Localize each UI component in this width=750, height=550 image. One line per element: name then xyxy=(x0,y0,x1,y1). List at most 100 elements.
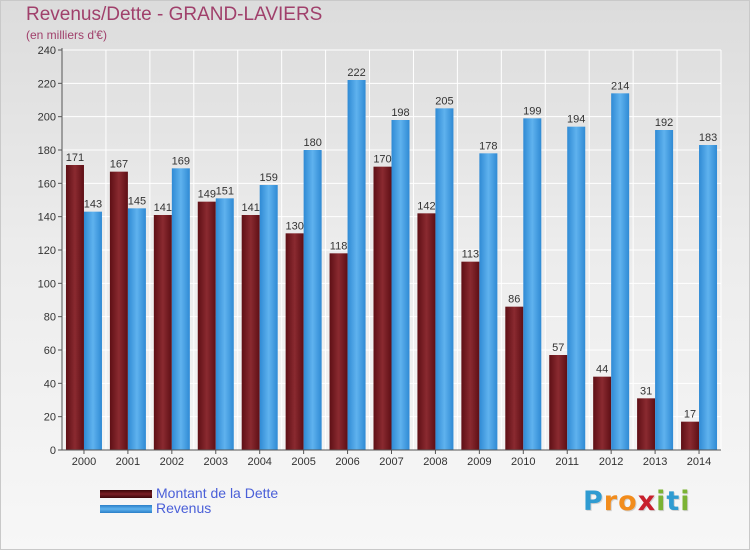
bar-dette-2009 xyxy=(461,261,480,450)
data-label: 31 xyxy=(640,385,652,397)
x-tick-label: 2005 xyxy=(291,456,315,468)
data-label: 118 xyxy=(330,240,348,252)
data-label: 130 xyxy=(285,220,303,232)
y-tick-label: 220 xyxy=(38,78,56,90)
y-tick-label: 140 xyxy=(38,212,56,224)
x-tick-label: 2009 xyxy=(467,456,491,468)
bar-revenus-2009 xyxy=(479,153,498,451)
data-label: 214 xyxy=(611,80,629,92)
data-label: 17 xyxy=(684,409,696,421)
data-label: 205 xyxy=(435,95,453,107)
x-tick-label: 2010 xyxy=(511,456,535,468)
y-tick-label: 200 xyxy=(38,112,56,124)
bar-dette-2002 xyxy=(153,215,172,450)
bar-revenus-2011 xyxy=(567,126,586,451)
bar-dette-2000 xyxy=(65,165,84,450)
bar-dette-2013 xyxy=(637,398,656,450)
data-label: 141 xyxy=(242,202,260,214)
data-label: 171 xyxy=(66,152,84,164)
x-tick-label: 2007 xyxy=(379,456,403,468)
logo-letter: P xyxy=(583,486,604,517)
y-tick-label: 100 xyxy=(38,278,56,290)
bar-dette-2008 xyxy=(417,213,436,450)
bar-revenus-2010 xyxy=(523,118,542,450)
logo-letter: r xyxy=(603,486,619,517)
y-tick-label: 0 xyxy=(50,445,56,457)
x-tick-label: 2006 xyxy=(335,456,359,468)
bar-dette-2014 xyxy=(681,421,700,450)
logo-letter: x xyxy=(637,486,657,517)
x-tick-label: 2011 xyxy=(555,456,579,468)
bar-revenus-2001 xyxy=(127,208,146,450)
data-label: 180 xyxy=(303,137,321,149)
data-label: 198 xyxy=(391,107,409,119)
data-label: 86 xyxy=(508,294,520,306)
data-label: 44 xyxy=(596,364,608,376)
data-label: 170 xyxy=(373,154,391,166)
y-tick-label: 120 xyxy=(38,245,56,257)
logo-letter: o xyxy=(618,486,638,517)
bar-dette-2005 xyxy=(285,233,304,450)
legend-item-revenus: Revenus xyxy=(100,501,278,516)
legend: Montant de la Dette Revenus xyxy=(100,486,278,516)
data-label: 143 xyxy=(84,199,102,211)
bar-revenus-2004 xyxy=(259,185,278,450)
x-tick-label: 2012 xyxy=(599,456,623,468)
bar-dette-2006 xyxy=(329,253,348,450)
data-label: 192 xyxy=(655,117,673,129)
y-tick-label: 60 xyxy=(44,345,56,357)
data-label: 169 xyxy=(172,155,190,167)
data-label: 149 xyxy=(198,189,216,201)
y-tick-label: 40 xyxy=(44,378,56,390)
bar-revenus-2006 xyxy=(347,80,366,450)
bar-dette-2003 xyxy=(197,201,216,450)
x-tick-label: 2008 xyxy=(423,456,447,468)
data-label: 142 xyxy=(417,200,435,212)
bar-revenus-2007 xyxy=(391,120,410,450)
data-label: 159 xyxy=(260,172,278,184)
proxiti-logo: Proxiti xyxy=(583,486,691,517)
x-tick-label: 2001 xyxy=(116,456,140,468)
bar-revenus-2008 xyxy=(435,108,454,450)
logo-letter: t xyxy=(666,486,681,517)
logo-letter: i xyxy=(656,486,667,517)
data-label: 194 xyxy=(567,114,585,126)
x-tick-label: 2013 xyxy=(643,456,667,468)
x-tick-label: 2002 xyxy=(160,456,184,468)
data-label: 113 xyxy=(462,249,480,261)
x-tick-label: 2004 xyxy=(247,456,271,468)
logo-letter: i xyxy=(680,486,691,517)
data-label: 141 xyxy=(154,202,172,214)
bar-revenus-2014 xyxy=(699,145,718,450)
data-label: 199 xyxy=(523,105,541,117)
y-tick-label: 160 xyxy=(38,178,56,190)
bar-revenus-2005 xyxy=(303,150,322,450)
y-tick-label: 180 xyxy=(38,145,56,157)
legend-label-dette: Montant de la Dette xyxy=(156,485,279,501)
data-label: 151 xyxy=(216,185,234,197)
legend-label-revenus: Revenus xyxy=(156,500,212,516)
x-tick-label: 2014 xyxy=(687,456,711,468)
bar-dette-2011 xyxy=(549,355,568,450)
data-label: 145 xyxy=(128,195,146,207)
y-tick-label: 240 xyxy=(38,45,56,57)
bar-revenus-2012 xyxy=(611,93,630,450)
bar-dette-2007 xyxy=(373,166,392,450)
chart-subtitle: (en milliers d'€) xyxy=(26,28,107,42)
bar-dette-2001 xyxy=(109,171,128,450)
bar-revenus-2003 xyxy=(215,198,234,450)
data-label: 183 xyxy=(699,132,717,144)
bar-dette-2010 xyxy=(505,306,524,450)
bar-revenus-2000 xyxy=(83,211,102,450)
x-tick-label: 2000 xyxy=(72,456,96,468)
chart-title: Revenus/Dette - GRAND-LAVIERS xyxy=(26,4,323,25)
y-tick-label: 80 xyxy=(44,312,56,324)
bar-dette-2012 xyxy=(593,376,612,450)
legend-swatch-dette xyxy=(100,489,152,498)
data-label: 178 xyxy=(479,140,497,152)
bar-revenus-2002 xyxy=(171,168,190,451)
legend-item-dette: Montant de la Dette xyxy=(100,486,278,501)
y-tick-label: 20 xyxy=(44,412,56,424)
legend-swatch-revenus xyxy=(100,504,152,513)
x-tick-label: 2003 xyxy=(204,456,228,468)
